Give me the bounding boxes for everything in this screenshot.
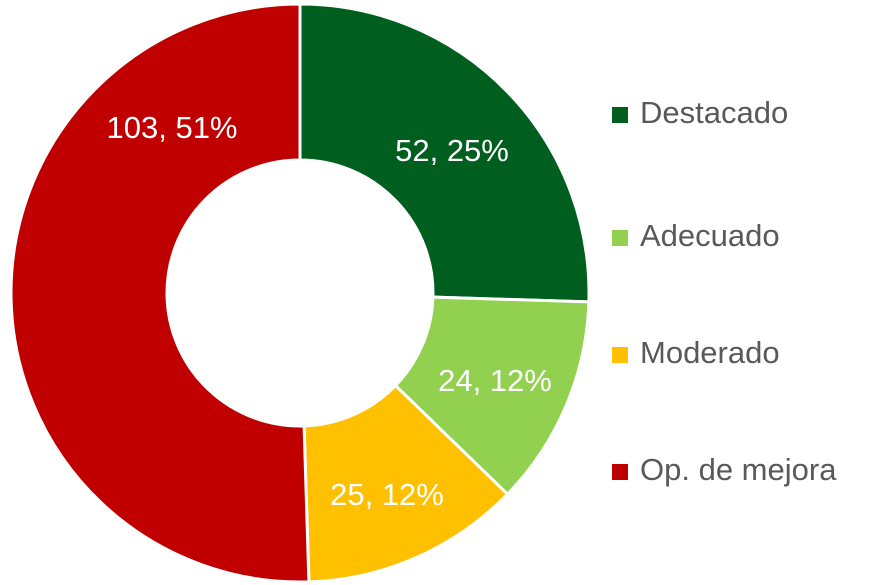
data-label: 24, 12%: [438, 363, 552, 398]
legend-label: Op. de mejora: [640, 452, 837, 487]
data-label: 52, 25%: [395, 133, 509, 168]
donut-slice: [393, 295, 591, 497]
legend-label: Moderado: [640, 335, 780, 370]
donut-slice: [302, 383, 510, 584]
legend-swatch: [612, 107, 628, 123]
legend-label: Destacado: [640, 95, 788, 130]
donut-slice: [9, 2, 311, 584]
legend-swatch: [612, 230, 628, 246]
legend-label: Adecuado: [640, 218, 780, 253]
donut-slice: [298, 2, 591, 304]
data-label: 103, 51%: [107, 110, 238, 145]
legend-swatch: [612, 464, 628, 480]
data-label: 25, 12%: [330, 477, 444, 512]
legend-swatch: [612, 347, 628, 363]
